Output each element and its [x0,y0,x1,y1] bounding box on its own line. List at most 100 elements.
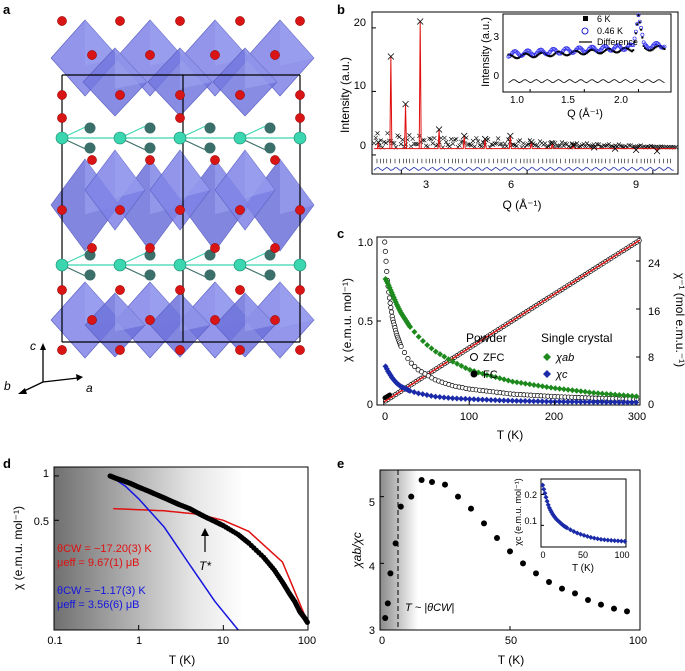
chi-c-point [415,390,422,397]
panel-c-ylabel: χ (e.m.u. mol⁻¹) [340,278,354,362]
inset-e-ytick-02: 0.2 [524,490,537,500]
inset-point-6K [526,53,529,56]
chi-c-point [449,395,456,402]
inset-point-046K [636,13,641,18]
ratio-point [418,477,425,483]
panel-e-xlabel: T (K) [498,653,524,667]
oxygen-atom [145,50,155,60]
inset-point-6K [588,50,591,53]
chi-c-point [436,394,443,401]
chi-c-point [496,397,503,404]
teal-cation [173,131,187,145]
ratio-point [382,615,389,621]
oxygen-atom [175,16,185,26]
observed-cross [442,135,447,141]
chi-ab-point [432,348,439,355]
panel-b-ytick-10: 10 [354,80,366,92]
panel-d-red-mu: μeff = 9.67(1) μB [57,557,140,569]
inset-point-6K [530,55,533,58]
inset-point-6K [562,52,565,55]
dark-cation [84,142,96,154]
inset-point-6K [525,52,528,55]
inset-point-6K [547,54,550,57]
inset-b-xtick-3: 2.0 [614,95,628,106]
observed-cross [559,140,565,145]
t-star-arrowhead [201,528,209,536]
chi-ab-point [633,393,640,400]
observed-peak-cross [569,142,577,149]
inset-chi-c-point [605,537,611,543]
legend-6K-marker [583,16,588,21]
ratio-point [455,493,461,500]
observed-cross [609,144,615,149]
panel-e-xtick-0: 0 [379,635,385,647]
chi-c-point [603,399,610,406]
inset-chi-c-point [588,534,594,540]
zfc-point [401,350,408,356]
panel-c-y2tick-0: 0 [648,399,654,411]
observed-cross [601,143,607,148]
chi-c-point [509,397,516,404]
inset-point-6K [575,49,578,52]
octahedron-mid-3-face [280,159,314,215]
panel-d-xtick-01: 0.1 [47,635,62,647]
inset-point-6K [536,54,539,57]
oxygen-atom [235,16,245,26]
zfc-point [386,295,393,301]
inset-b-xtick-1: 1.0 [510,95,524,106]
inset-point-6K [552,53,555,56]
ratio-point [481,520,487,527]
chi-c-point [475,396,482,403]
inset-point-046K [640,32,645,37]
chi-ab-point [501,376,508,383]
panel-d-xlabel: T (K) [169,653,195,667]
octahedron-top-b-0-face [115,48,147,89]
panel-c-ytick-0: 0 [367,399,373,411]
observed-cross [603,143,608,148]
inset-point-6K [582,53,585,56]
panel-d-xtick-10: 10 [217,635,229,647]
panel-b-xtick-3: 3 [423,179,429,191]
panel-b-xtick-9: 9 [633,179,639,191]
panel-d-red-theta: θCW = −17.20(3) K [57,543,152,555]
teal-cation [113,258,127,272]
chi-c-point [483,396,490,403]
observed-cross [407,133,412,138]
inset-point-6K [655,45,658,48]
chi-c-point [406,387,413,394]
inset-point-6K [653,47,656,50]
panel-b-plot [371,18,679,174]
inset-e-xtick-100: 100 [614,550,629,560]
legend-diff-label: Difference [597,37,638,47]
octahedron-bot-3-face [280,282,314,328]
chi-ab-point [441,353,448,360]
legend-chi-c-label: χc [555,369,568,381]
observed-cross [450,141,456,146]
ratio-point [468,505,474,512]
fit-line-blue [109,475,239,631]
chi-ab-point [518,379,525,386]
panel-e-frame [379,469,641,631]
ratio-point [546,579,552,585]
panel-e-xtick-50: 50 [505,635,517,647]
inset-point-6K [601,51,604,54]
oxygen-atom [210,243,220,253]
chi-c-point [560,398,567,405]
legend-chi-ab-marker [543,353,551,361]
observed-peak-cross [528,138,535,146]
inset-point-6K [662,47,665,50]
panel-d-xtick-100: 100 [298,635,316,647]
chi-ab-point [560,386,567,393]
chi-ab-point [488,373,495,380]
chi-ab-point [586,389,593,396]
oxygen-atom [295,345,305,355]
inset-point-6K [538,52,541,55]
inset-b-ytick-0: 0 [493,71,499,82]
panel-d-ytick-05: 0.5 [34,516,49,528]
inset-point-6K [641,36,644,39]
oxygen-atom [270,155,280,165]
panel-e-ytick-3: 3 [369,625,375,637]
inset-point-046K [630,43,634,47]
inset-point-6K [510,54,513,57]
oxygen-atom [145,243,155,253]
